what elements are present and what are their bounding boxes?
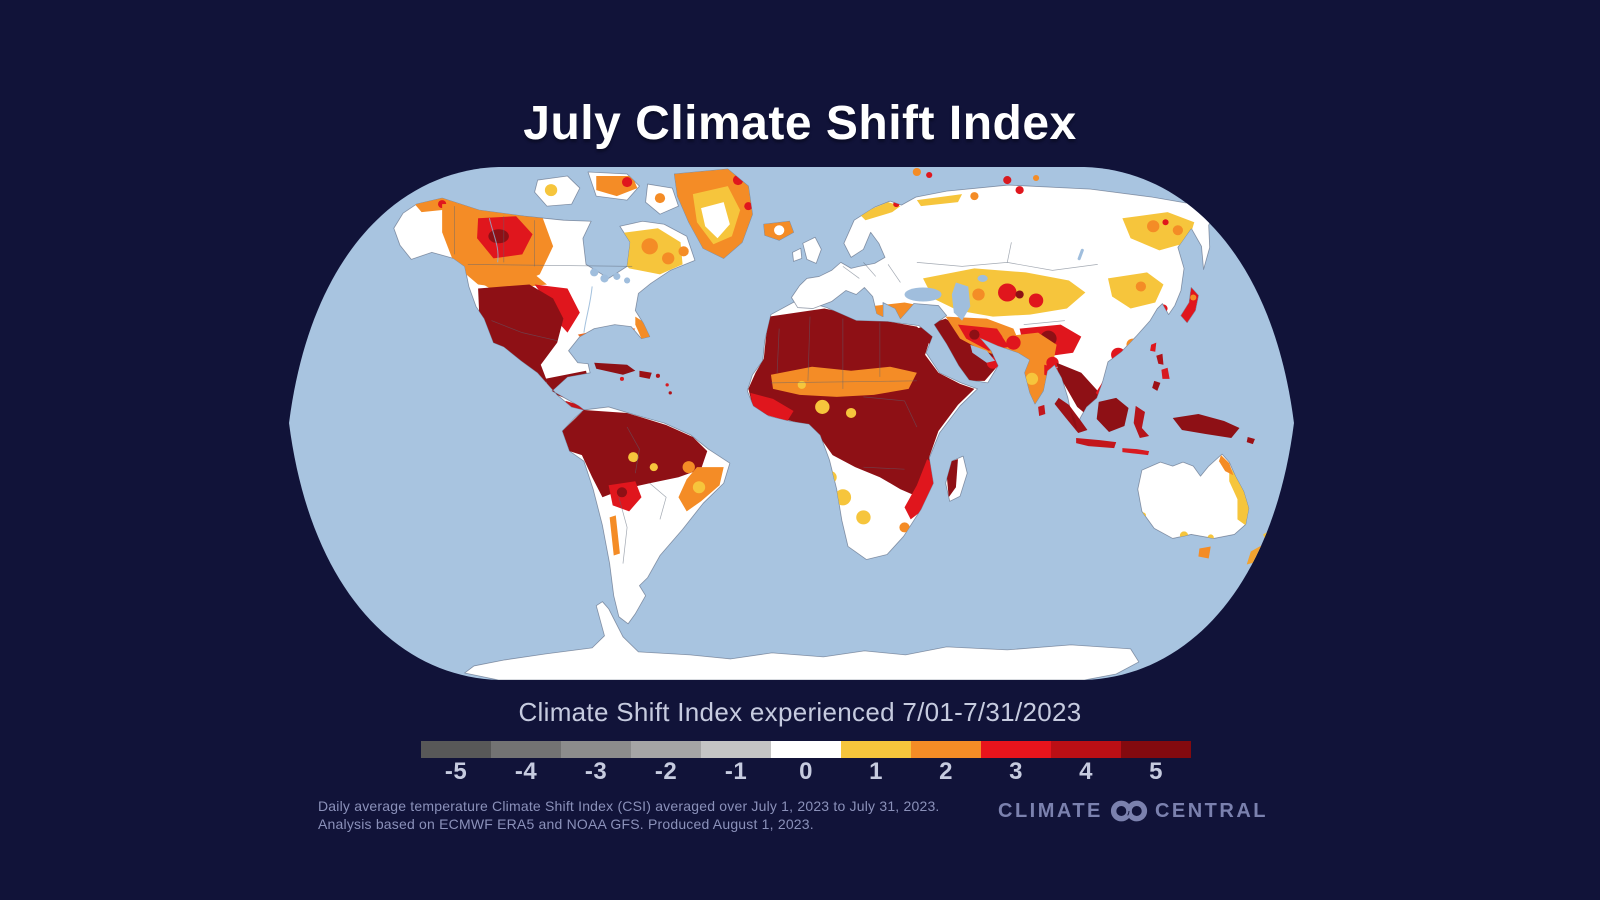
legend-tick-1: 1 [869,758,883,785]
legend-seg-2 [911,741,981,758]
legend-seg-4 [1051,741,1121,758]
climate-central-rings-icon [1110,800,1148,822]
legend-bar [421,741,1191,758]
map-caption: Climate Shift Index experienced 7/01-7/3… [518,697,1082,727]
legend-seg--2 [631,741,701,758]
legend-tick--5: -5 [444,758,468,785]
legend-seg--1 [701,741,771,758]
legend-seg-0 [771,741,841,758]
island-heat [594,168,1279,565]
climate-central-logo: CLIMATE CENTRAL [998,794,1268,828]
legend-tick--4: -4 [514,758,538,785]
world-map [288,166,1295,681]
legend-tick-2: 2 [939,758,953,785]
lakes [590,248,1084,363]
source-note-line1: Daily average temperature Climate Shift … [318,798,940,814]
legend-tick-4: 4 [1079,758,1093,785]
legend-tick--1: -1 [724,758,748,785]
page-title: July Climate Shift Index [523,97,1077,150]
csi-heat-layer [411,169,1249,556]
legend-tick-0: 0 [799,758,813,785]
country-borders [454,206,1098,564]
logo-word-climate: CLIMATE [998,799,1103,822]
world-map-svg [289,167,1294,680]
legend-seg-3 [981,741,1051,758]
logo-word-central: CENTRAL [1154,799,1268,822]
legend-tick-5: 5 [1149,758,1163,785]
legend-tick-3: 3 [1009,758,1023,785]
legend-tick--2: -2 [654,758,678,785]
source-note: Daily average temperature Climate Shift … [318,797,1018,833]
legend-ticks: -5 -4 -3 -2 -1 0 1 2 3 4 5 [421,758,1191,786]
legend-seg-1 [841,741,911,758]
legend-tick--3: -3 [584,758,608,785]
legend-seg-5 [1121,741,1191,758]
legend-seg--4 [491,741,561,758]
source-note-line2: Analysis based on ECMWF ERA5 and NOAA GF… [318,816,814,832]
legend-seg--5 [421,741,491,758]
legend-seg--3 [561,741,631,758]
rivers [488,218,593,333]
